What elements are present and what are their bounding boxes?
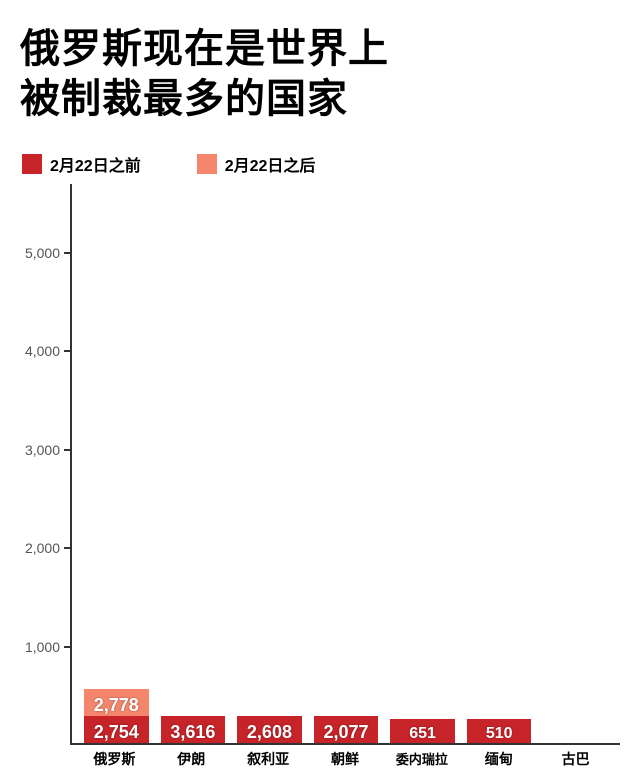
bar-group: 2,077 bbox=[314, 716, 379, 743]
x-label: 委内瑞拉 bbox=[389, 749, 454, 769]
legend-label-after: 2月22日之后 bbox=[225, 152, 316, 176]
bar-segment-before: 2,077 bbox=[314, 716, 379, 743]
title-line-2: 被制裁最多的国家 bbox=[20, 77, 348, 121]
bar-value-before: 2,754 bbox=[94, 722, 139, 743]
chart-container: 俄罗斯现在是世界上 被制裁最多的国家 2月22日之前 2月22日之后 1,000… bbox=[0, 0, 640, 779]
bar-segment-before: 3,616 bbox=[161, 716, 226, 743]
bar-group: 2,608 bbox=[237, 716, 302, 743]
bar-value-after: 2,778 bbox=[94, 695, 139, 716]
bar-segment-after: 2,778 bbox=[84, 689, 149, 716]
y-tick-label: 4,000 bbox=[25, 343, 60, 359]
plot-area: 2,778 2,754 3,616 2,608 2,077 651 510 208 bbox=[70, 184, 620, 745]
y-tick: 2,000 bbox=[25, 540, 70, 556]
x-label: 叙利亚 bbox=[236, 749, 301, 769]
y-tick-label: 5,000 bbox=[25, 245, 60, 261]
chart-title: 俄罗斯现在是世界上 被制裁最多的国家 bbox=[20, 24, 620, 124]
bar-segment-before: 651 bbox=[390, 719, 455, 743]
bar-segment-before: 510 bbox=[467, 719, 532, 743]
bar-group: 510 bbox=[467, 719, 532, 743]
bar-value-before: 2,077 bbox=[324, 722, 369, 743]
bar-group: 2,778 2,754 bbox=[84, 689, 149, 743]
legend-swatch-after bbox=[197, 154, 217, 174]
x-axis: 俄罗斯伊朗叙利亚朝鲜委内瑞拉缅甸古巴 bbox=[20, 749, 620, 769]
bar-value-before: 3,616 bbox=[170, 722, 215, 743]
bar-value-before: 208 bbox=[562, 723, 589, 741]
y-tick: 3,000 bbox=[25, 442, 70, 458]
bars-area: 2,778 2,754 3,616 2,608 2,077 651 510 208 bbox=[72, 184, 620, 743]
bar-group: 651 bbox=[390, 719, 455, 743]
x-label: 古巴 bbox=[543, 749, 608, 769]
x-label: 缅甸 bbox=[466, 749, 531, 769]
x-label: 伊朗 bbox=[159, 749, 224, 769]
title-line-1: 俄罗斯现在是世界上 bbox=[20, 27, 389, 71]
chart-plot-wrap: 1,000 2,000 3,000 4,000 5,000 2,778 2,754 3,61… bbox=[20, 184, 620, 745]
bar-segment-before: 2,754 bbox=[84, 716, 149, 743]
legend-item-before: 2月22日之前 bbox=[22, 152, 141, 176]
bar-value-before: 2,608 bbox=[247, 722, 292, 743]
x-label: 朝鲜 bbox=[313, 749, 378, 769]
x-labels: 俄罗斯伊朗叙利亚朝鲜委内瑞拉缅甸古巴 bbox=[70, 749, 620, 769]
bar-value-before: 651 bbox=[409, 725, 436, 743]
y-tick-label: 2,000 bbox=[25, 540, 60, 556]
legend-swatch-before bbox=[22, 154, 42, 174]
x-label: 俄罗斯 bbox=[82, 749, 147, 769]
y-tick: 5,000 bbox=[25, 245, 70, 261]
y-tick: 4,000 bbox=[25, 343, 70, 359]
legend-label-before: 2月22日之前 bbox=[50, 152, 141, 176]
y-tick-label: 1,000 bbox=[25, 639, 60, 655]
bar-segment-before: 2,608 bbox=[237, 716, 302, 743]
y-tick-label: 3,000 bbox=[25, 442, 60, 458]
bar-group: 3,616 bbox=[161, 716, 226, 743]
bar-value-before: 510 bbox=[486, 725, 513, 743]
y-axis: 1,000 2,000 3,000 4,000 5,000 bbox=[20, 184, 70, 745]
legend-item-after: 2月22日之后 bbox=[197, 152, 316, 176]
y-tick: 1,000 bbox=[25, 639, 70, 655]
legend: 2月22日之前 2月22日之后 bbox=[20, 152, 620, 176]
